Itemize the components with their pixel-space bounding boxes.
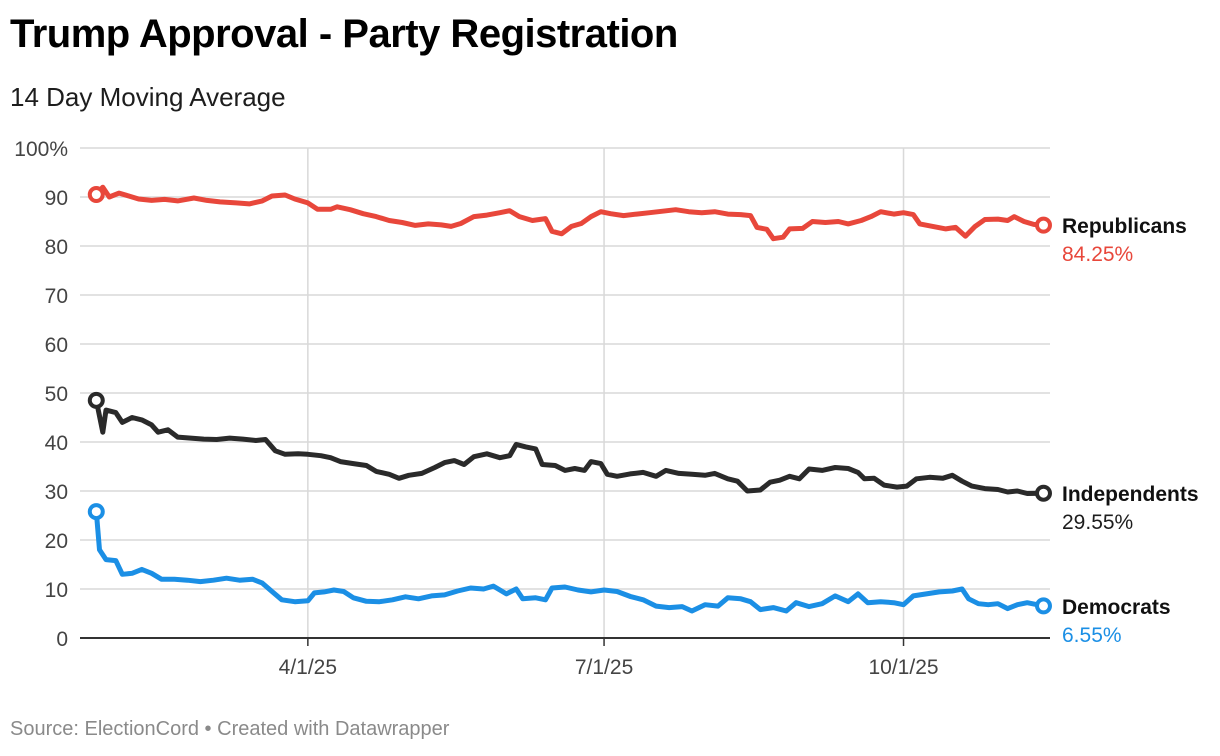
series-line-independents — [93, 397, 1046, 496]
series-end-marker — [1034, 484, 1052, 502]
y-tick-label: 40 — [45, 432, 68, 455]
y-tick-label: 10 — [45, 579, 68, 602]
series-start-marker — [87, 186, 105, 204]
y-tick-label: 80 — [45, 236, 68, 259]
y-tick-label: 50 — [45, 383, 68, 406]
y-tick-label: 20 — [45, 530, 68, 553]
series-line-republicans — [93, 184, 1046, 242]
series-end-marker — [1034, 597, 1052, 615]
y-tick-label: 30 — [45, 481, 68, 504]
series-label-independents: Independents — [1062, 483, 1199, 506]
chart-title: Trump Approval - Party Registration — [10, 12, 678, 56]
series-start-marker — [87, 503, 105, 521]
datawrapper-credit: Created with Datawrapper — [217, 718, 450, 740]
series-line-democrats — [93, 509, 1046, 614]
series-end-value: 84.25% — [1062, 243, 1133, 266]
series-label-republicans: Republicans — [1062, 215, 1187, 238]
series-end-marker — [1034, 216, 1052, 234]
source-credit: Source: ElectionCord — [10, 718, 199, 740]
footer-separator: • — [204, 718, 212, 740]
series-start-marker — [87, 391, 105, 409]
y-tick-label: 90 — [45, 187, 68, 210]
series-end-value: 29.55% — [1062, 511, 1133, 534]
chart-footer: Source: ElectionCord • Created with Data… — [10, 718, 449, 741]
series-end-value: 6.55% — [1062, 624, 1122, 647]
y-tick-label: 60 — [45, 334, 68, 357]
series-label-democrats: Democrats — [1062, 596, 1171, 619]
chart-subtitle: 14 Day Moving Average — [10, 82, 286, 112]
y-tick-label: 100% — [14, 138, 68, 161]
y-tick-label: 0 — [56, 628, 68, 651]
y-tick-label: 70 — [45, 285, 68, 308]
x-tick-label: 7/1/25 — [575, 656, 633, 679]
x-tick-label: 4/1/25 — [279, 656, 337, 679]
x-tick-label: 10/1/25 — [868, 656, 938, 679]
